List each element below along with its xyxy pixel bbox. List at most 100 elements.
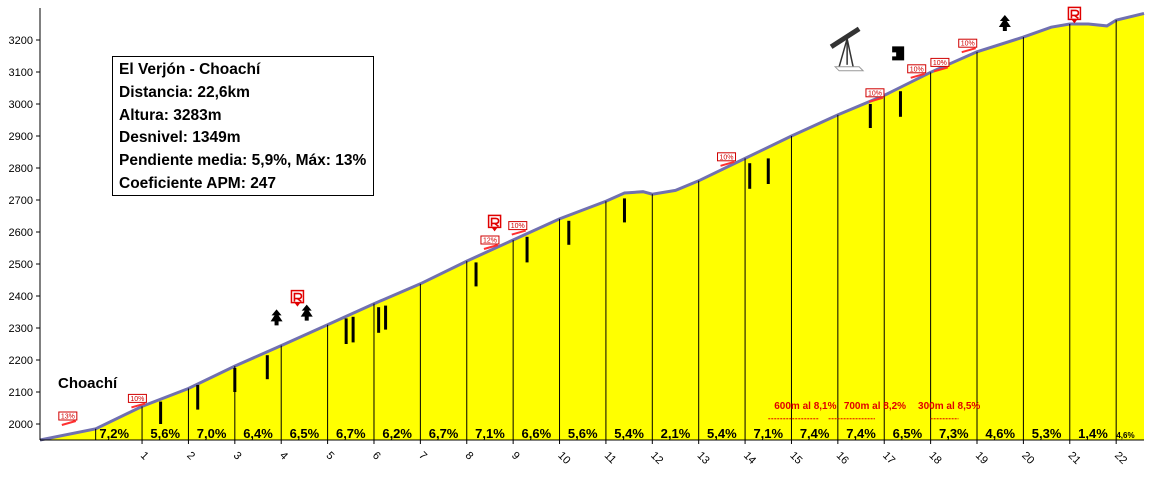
y-tick-label: 2600 [9, 227, 33, 239]
x-tick-label: 14 [741, 450, 758, 467]
route-elevation-gain: Desnivel: 1349m [119, 129, 241, 147]
max-grade-arrow [933, 66, 949, 73]
max-grade-label: 10% [961, 41, 975, 48]
building-icon [892, 46, 905, 61]
max-grade-box [717, 152, 737, 162]
max-grade-box [58, 411, 78, 421]
profile-fill [40, 13, 1144, 441]
x-tick-label: 1 [138, 450, 151, 463]
y-tick-label: 2700 [9, 195, 33, 207]
x-tick-label: 11 [602, 450, 619, 467]
refreshment-icon [1067, 6, 1082, 24]
y-tick-label: 2100 [9, 387, 33, 399]
max-grade-arrow [868, 96, 884, 103]
route-title: El Verjón - Choachí [119, 61, 261, 78]
max-grade-label: 12% [483, 238, 497, 245]
route-distance: Distancia: 22,6km [119, 83, 250, 101]
section-annotations: 600m al 8,1% 700m al 8,2% 300m al 8,5% [768, 401, 980, 420]
segment-gradient-label: 7,4% [800, 426, 830, 441]
max-grade-label: 13% [61, 414, 75, 421]
building-shape [892, 46, 905, 61]
x-tick-label: 10 [555, 450, 572, 467]
refreshment-pointer [1071, 19, 1078, 24]
segment-gradient-label: 6,5% [893, 426, 923, 441]
start-town-label: Choachí [58, 375, 118, 392]
max-grade-arrow [483, 244, 499, 250]
telescope-base [833, 66, 865, 72]
x-tick-label: 16 [834, 450, 851, 467]
segment-gradient-label: 7,2% [99, 426, 129, 441]
y-tick-label: 2800 [9, 163, 33, 175]
segment-gradient-label: 7,1% [475, 426, 505, 441]
x-tick-label: 13 [695, 450, 712, 467]
max-grade-arrow [511, 229, 527, 236]
x-tick-label: 7 [416, 450, 429, 463]
segment-gradient-label: 7,1% [753, 426, 783, 441]
segment-gradient-label: 4,6% [1116, 431, 1134, 440]
segment-gradient-label: 5,3% [1032, 426, 1062, 441]
max-grade-label: 10% [910, 66, 924, 73]
y-tick-label: 3200 [9, 35, 33, 47]
x-tick-label: 18 [927, 450, 944, 467]
section-note: 700m al 8,2% [844, 401, 906, 412]
max-grade-arrow [910, 72, 925, 79]
segment-gradient-label: 6,6% [522, 426, 552, 441]
segment-gradient-label: 6,7% [429, 426, 459, 441]
y-tick-label: 2300 [9, 323, 33, 335]
segment-gradient-label: 5,6% [150, 426, 180, 441]
x-tick-label: 6 [370, 450, 383, 463]
segment-gradient-label: 6,5% [290, 426, 320, 441]
marker-bars [159, 91, 902, 424]
max-grade-box [127, 393, 147, 403]
y-tick-label: 3000 [9, 99, 33, 111]
max-grade-label: 10% [933, 60, 947, 67]
max-grade-label: 10% [511, 223, 525, 230]
x-tick-label: 19 [973, 450, 990, 467]
route-apm-coefficient: Coeficiente APM: 247 [119, 174, 277, 192]
section-note: 300m al 8,5% [918, 401, 980, 412]
telescope-leg [846, 38, 854, 67]
segment-gradient-label: 6,4% [243, 426, 273, 441]
segment-dividers [95, 20, 1117, 440]
tree-icon [300, 304, 313, 321]
max-grade-label: 10% [868, 90, 882, 97]
x-tick-label: 15 [787, 450, 804, 467]
max-grade-arrow [961, 47, 977, 54]
y-tick-label: 2400 [9, 291, 33, 303]
y-tick-label: 2500 [9, 259, 33, 271]
segment-labels: 7,2% 5,6% 7,0% 6,4% 6,5% 6,7% 6,2% 6,7% 7,1% 6,6%… [99, 426, 1134, 441]
refreshment-letter [293, 292, 303, 303]
x-tick-label: 8 [463, 450, 476, 463]
max-grade-box [865, 88, 885, 98]
x-tick-label: 5 [323, 450, 336, 463]
max-grade-arrow [131, 402, 146, 409]
max-grade-labels: 13% 10% 12% 10% 10% 10% 10% 10% 10% [58, 38, 978, 426]
segment-gradient-label: 2,1% [661, 426, 691, 441]
y-tick-label: 2900 [9, 131, 33, 143]
segment-gradient-label: 7,4% [846, 426, 876, 441]
segment-gradient-label: 6,2% [382, 426, 412, 441]
y-tick-label: 2000 [9, 419, 33, 431]
max-grade-box [480, 235, 500, 245]
max-grade-label: 10% [130, 396, 144, 403]
segment-gradient-label: 7,0% [197, 426, 227, 441]
max-grade-box [907, 64, 927, 74]
telescope-icon [829, 26, 865, 72]
x-tick-label: 17 [880, 450, 897, 467]
x-tick-label: 3 [231, 450, 244, 463]
segment-gradient-label: 5,4% [707, 426, 737, 441]
tree-shape [300, 304, 313, 321]
x-tick-label: 22 [1112, 450, 1129, 467]
max-grade-box [930, 57, 950, 67]
poi-icons [270, 6, 1082, 326]
refreshment-icon [290, 289, 305, 307]
tree-icon [998, 15, 1011, 31]
max-grade-arrow [61, 420, 77, 426]
refreshment-pointer [491, 227, 498, 232]
route-altitude: Altura: 3283m [119, 106, 222, 124]
segment-gradient-label: 6,7% [336, 426, 366, 441]
x-tick-label: 9 [509, 450, 522, 463]
max-grade-arrow [720, 160, 735, 167]
segment-gradient-label: 5,6% [568, 426, 598, 441]
